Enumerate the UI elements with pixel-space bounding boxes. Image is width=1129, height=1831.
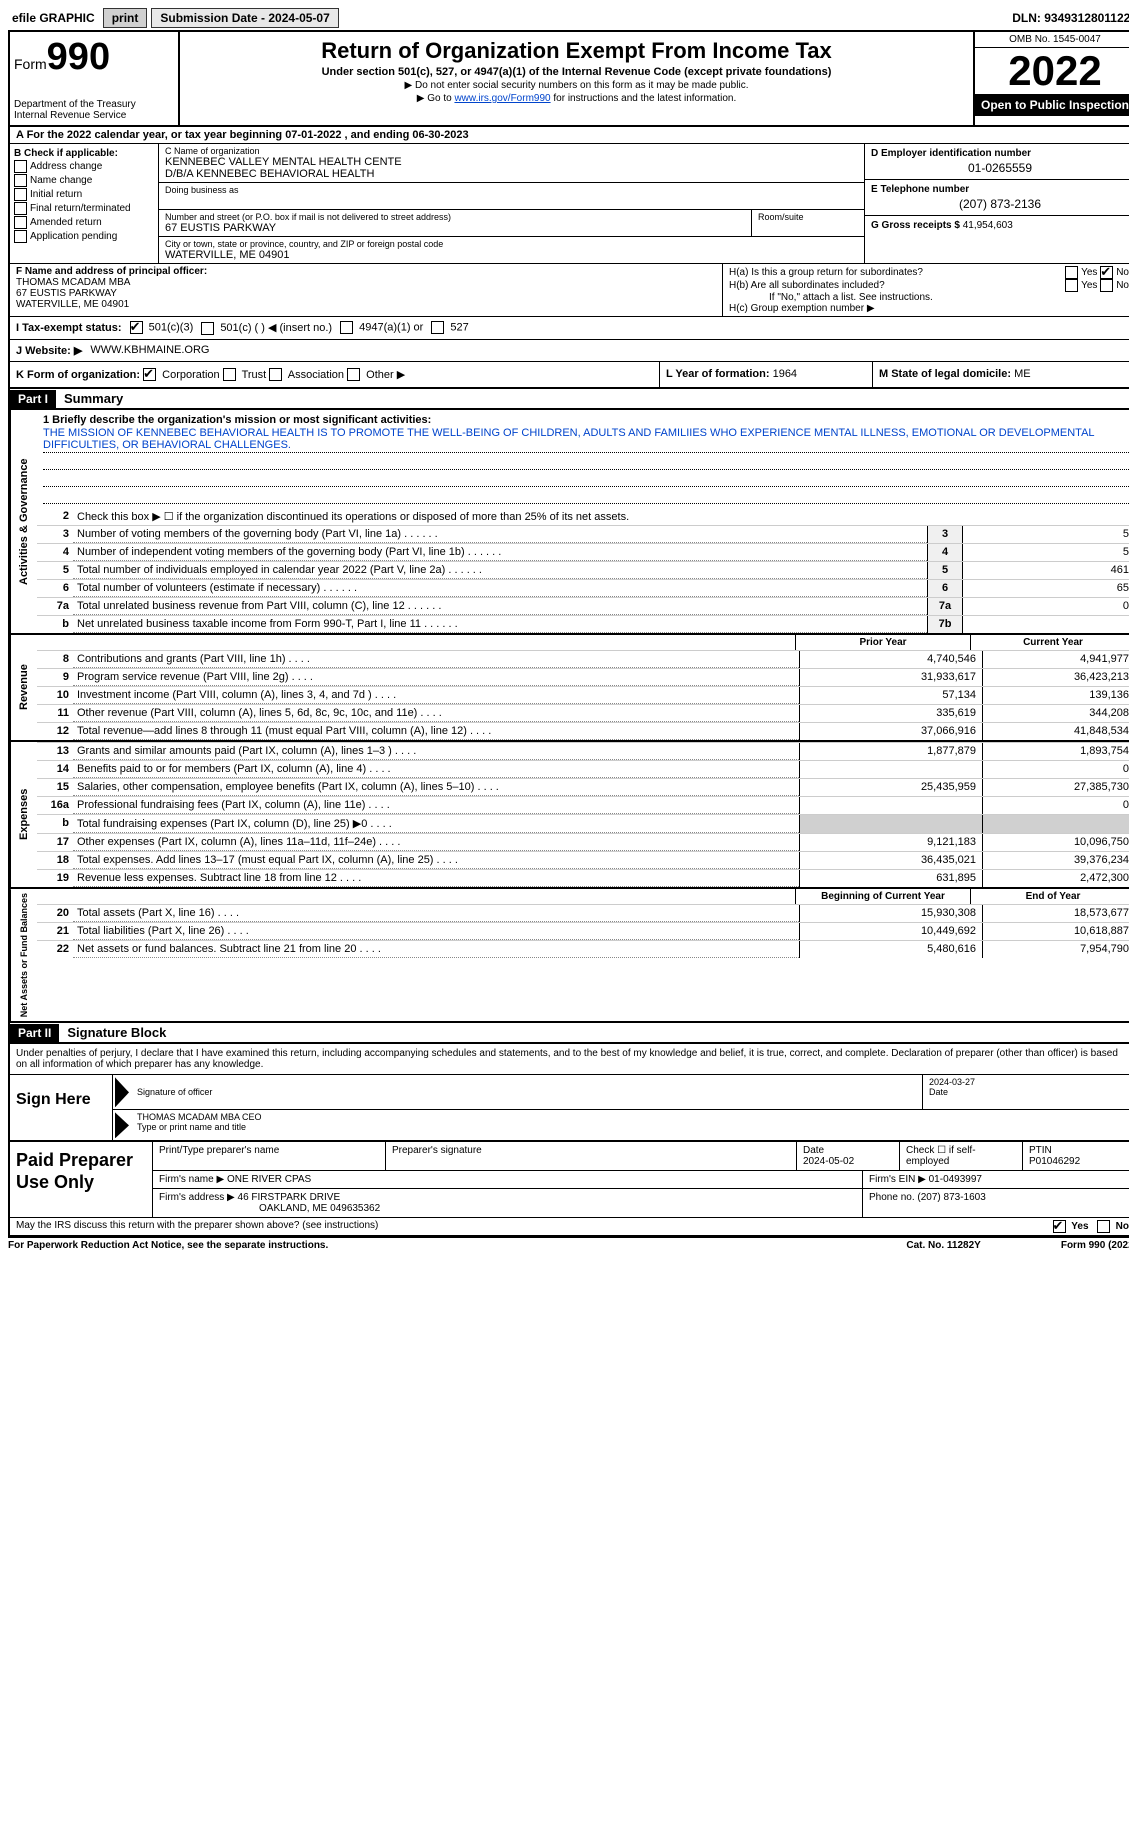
part2-header-row: Part II Signature Block: [10, 1023, 1129, 1044]
row-i-tax-status: I Tax-exempt status: 501(c)(3) 501(c) ( …: [10, 317, 1129, 340]
chk-address[interactable]: Address change: [14, 160, 154, 173]
irs-label: Internal Revenue Service: [14, 110, 174, 121]
ssn-note: ▶ Do not enter social security numbers o…: [184, 80, 969, 91]
revenue-section: Revenue Prior Year Current Year 8Contrib…: [10, 635, 1129, 742]
ein-cell: D Employer identification number 01-0265…: [865, 144, 1129, 180]
governance-section: Activities & Governance 1 Briefly descri…: [10, 410, 1129, 635]
form-header: Form990 Department of the Treasury Inter…: [10, 32, 1129, 127]
paid-preparer-row: Paid Preparer Use Only Print/Type prepar…: [10, 1142, 1129, 1218]
header-right: OMB No. 1545-0047 2022 Open to Public In…: [973, 32, 1129, 125]
top-toolbar: efile GRAPHIC print Submission Date - 20…: [8, 8, 1129, 28]
summary-line: 17Other expenses (Part IX, column (A), l…: [37, 833, 1129, 851]
m-state: M State of legal domicile: ME: [873, 362, 1129, 388]
row-fh: F Name and address of principal officer:…: [10, 264, 1129, 317]
chk-name[interactable]: Name change: [14, 174, 154, 187]
sign-here-label: Sign Here: [10, 1075, 113, 1140]
summary-line: 7aTotal unrelated business revenue from …: [37, 597, 1129, 615]
form-word: Form: [14, 56, 47, 72]
section-bcd: B Check if applicable: Address change Na…: [10, 144, 1129, 264]
summary-line: 4Number of independent voting members of…: [37, 543, 1129, 561]
perjury-statement: Under penalties of perjury, I declare th…: [10, 1044, 1129, 1075]
header-center: Return of Organization Exempt From Incom…: [180, 32, 973, 125]
part2-badge: Part II: [10, 1024, 59, 1042]
summary-line: 20Total assets (Part X, line 16) . . . .…: [37, 904, 1129, 922]
summary-line: bNet unrelated business taxable income f…: [37, 615, 1129, 633]
summary-line: 21Total liabilities (Part X, line 26) . …: [37, 922, 1129, 940]
summary-line: 15Salaries, other compensation, employee…: [37, 778, 1129, 796]
col-c: C Name of organization KENNEBEC VALLEY M…: [159, 144, 1129, 263]
summary-line: 13Grants and similar amounts paid (Part …: [37, 742, 1129, 760]
row-j-website: J Website: ▶ WWW.KBHMAINE.ORG: [10, 340, 1129, 362]
summary-line: 5Total number of individuals employed in…: [37, 561, 1129, 579]
vlabel-governance: Activities & Governance: [10, 410, 37, 633]
discuss-row: May the IRS discuss this return with the…: [10, 1218, 1129, 1236]
summary-line: 9Program service revenue (Part VIII, lin…: [37, 668, 1129, 686]
col-b-label: B Check if applicable:: [14, 148, 154, 159]
summary-line: 10Investment income (Part VIII, column (…: [37, 686, 1129, 704]
line-2: 2 Check this box ▶ ☐ if the organization…: [37, 508, 1129, 525]
summary-line: 6Total number of volunteers (estimate if…: [37, 579, 1129, 597]
summary-line: 12Total revenue—add lines 8 through 11 (…: [37, 722, 1129, 740]
summary-line: 19Revenue less expenses. Subtract line 1…: [37, 869, 1129, 887]
arrow-icon: [115, 1112, 129, 1138]
form-number: 990: [47, 36, 110, 78]
part1-title: Summary: [56, 389, 131, 408]
dln-label: DLN: 93493128011224: [1012, 11, 1129, 25]
col-h: H(a) Is this a group return for subordin…: [723, 264, 1129, 316]
gross-cell: G Gross receipts $ 41,954,603: [865, 216, 1129, 235]
summary-line: bTotal fundraising expenses (Part IX, co…: [37, 814, 1129, 833]
phone-cell: E Telephone number (207) 873-2136: [865, 180, 1129, 216]
open-public-badge: Open to Public Inspection: [975, 94, 1129, 116]
form-title: Return of Organization Exempt From Incom…: [184, 38, 969, 64]
col-b-checkboxes: B Check if applicable: Address change Na…: [10, 144, 159, 263]
summary-line: 14Benefits paid to or for members (Part …: [37, 760, 1129, 778]
l-year: L Year of formation: 1964: [660, 362, 873, 388]
vlabel-revenue: Revenue: [10, 635, 37, 740]
page-footer: For Paperwork Reduction Act Notice, see …: [8, 1238, 1129, 1253]
chk-amended[interactable]: Amended return: [14, 216, 154, 229]
chk-initial[interactable]: Initial return: [14, 188, 154, 201]
part1-badge: Part I: [10, 390, 56, 408]
city-cell: City or town, state or province, country…: [159, 237, 864, 263]
col-d: D Employer identification number 01-0265…: [865, 144, 1129, 263]
expenses-section: Expenses 13Grants and similar amounts pa…: [10, 742, 1129, 889]
form-container: Form990 Department of the Treasury Inter…: [8, 30, 1129, 1238]
vlabel-netassets: Net Assets or Fund Balances: [10, 889, 37, 1021]
street-cell: Number and street (or P.O. box if mail i…: [159, 210, 864, 237]
mission-block: 1 Briefly describe the organization's mi…: [37, 410, 1129, 508]
sign-here-row: Sign Here Signature of officer 2024-03-2…: [10, 1075, 1129, 1142]
netassets-section: Net Assets or Fund Balances Beginning of…: [10, 889, 1129, 1023]
arrow-icon: [115, 1077, 129, 1107]
paid-prep-label: Paid Preparer Use Only: [10, 1142, 152, 1217]
summary-line: 3Number of voting members of the governi…: [37, 525, 1129, 543]
summary-line: 16aProfessional fundraising fees (Part I…: [37, 796, 1129, 814]
chk-pending[interactable]: Application pending: [14, 230, 154, 243]
print-button[interactable]: print: [103, 8, 148, 28]
dba-cell: Doing business as: [159, 183, 864, 210]
summary-line: 22Net assets or fund balances. Subtract …: [37, 940, 1129, 958]
summary-line: 8Contributions and grants (Part VIII, li…: [37, 650, 1129, 668]
chk-final[interactable]: Final return/terminated: [14, 202, 154, 215]
part2-title: Signature Block: [59, 1023, 174, 1042]
header-left: Form990 Department of the Treasury Inter…: [10, 32, 180, 125]
summary-line: 18Total expenses. Add lines 13–17 (must …: [37, 851, 1129, 869]
efile-label: efile GRAPHIC: [8, 9, 99, 27]
part1-header-row: Part I Summary: [10, 389, 1129, 410]
org-name-cell: C Name of organization KENNEBEC VALLEY M…: [159, 144, 864, 183]
dept-treasury: Department of the Treasury: [14, 99, 174, 110]
vlabel-expenses: Expenses: [10, 742, 37, 887]
row-a-calendar: A For the 2022 calendar year, or tax yea…: [10, 127, 1129, 144]
irs-link[interactable]: www.irs.gov/Form990: [454, 93, 550, 104]
summary-line: 11Other revenue (Part VIII, column (A), …: [37, 704, 1129, 722]
submission-date: Submission Date - 2024-05-07: [151, 8, 338, 28]
row-klm: K Form of organization: Corporation Trus…: [10, 362, 1129, 390]
goto-note: ▶ Go to www.irs.gov/Form990 for instruct…: [184, 93, 969, 104]
tax-year: 2022: [975, 48, 1129, 94]
col-f-officer: F Name and address of principal officer:…: [10, 264, 723, 316]
omb-number: OMB No. 1545-0047: [975, 32, 1129, 48]
k-form-org: K Form of organization: Corporation Trus…: [10, 362, 660, 388]
form-subtitle: Under section 501(c), 527, or 4947(a)(1)…: [184, 66, 969, 78]
